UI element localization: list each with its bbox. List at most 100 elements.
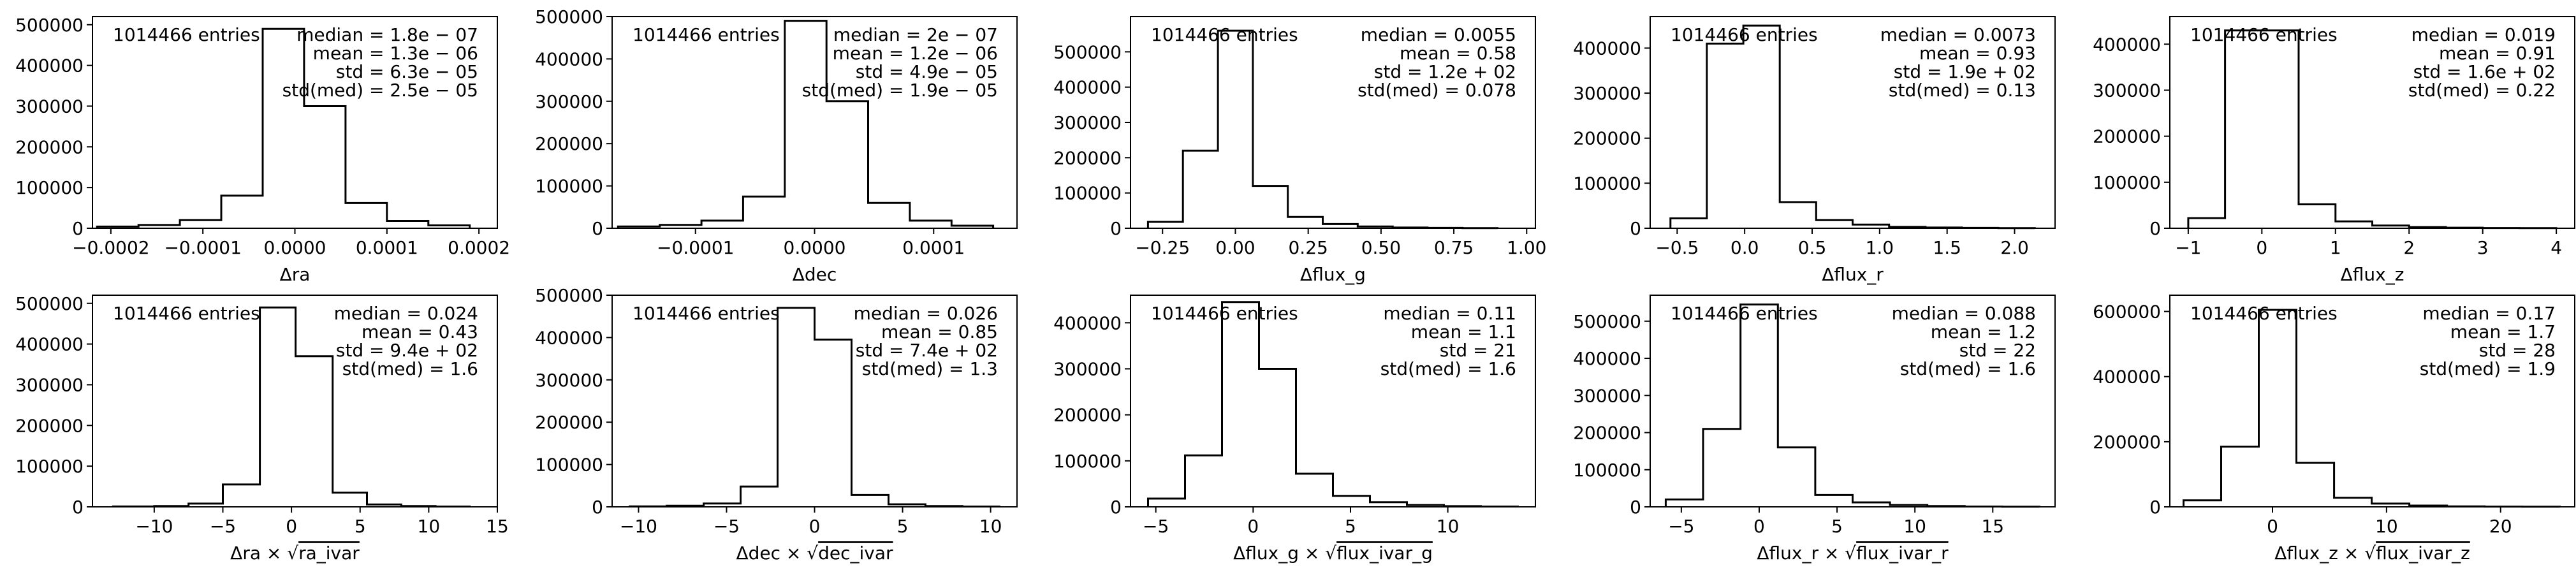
x-tick-label: −5 [1143,516,1169,537]
x-tick-label: 0 [286,516,297,537]
x-tick-label: 2 [2403,237,2415,258]
y-tick-label: 100000 [1573,173,1641,194]
stats-label: mean = 1.2e − 06 [833,43,998,64]
stats-label: median = 2e − 07 [833,24,998,45]
histogram-panel-10: 0 10 20 0 200000 400000 600000 Δflux_z × √flux_… [2093,295,2575,564]
histogram-step-line [1147,301,1519,507]
x-tick-label: −0.0002 [72,237,149,258]
stats-label: mean = 1.7 [2450,321,2556,342]
x-tick-label: 0 [2256,237,2267,258]
x-axis-label: Δflux_g × √flux_ivar_g [1233,543,1433,564]
stats-label: median = 0.088 [1892,303,2036,324]
entries-count-label: 1014466 entries [1151,24,1298,45]
stats-label: std(med) = 1.6 [342,358,478,379]
axes-frame [2169,16,2575,229]
stats-label: std(med) = 1.9 [2420,358,2556,379]
y-tick-label: 400000 [535,48,603,69]
x-tick-label: −5 [1668,516,1694,537]
y-tick-label: 200000 [1053,147,1122,168]
x-tick-label: −0.25 [1135,237,1190,258]
x-tick-label: −5 [210,516,236,537]
stats-label: median = 0.019 [2411,24,2556,45]
stats-label: mean = 0.85 [881,321,998,342]
x-tick-label: 0 [1753,516,1765,537]
y-tick-label: 300000 [1573,83,1641,104]
x-tick-label: −0.0001 [164,237,241,258]
x-tick-label: 10 [1437,516,1460,537]
x-tick-label: 3 [2477,237,2489,258]
stats-label: mean = 0.43 [362,321,478,342]
y-tick-label: 400000 [1053,77,1122,98]
x-tick-label: 5 [355,516,366,537]
y-tick-label: 0 [2149,497,2161,518]
y-tick-label: 400000 [15,334,84,355]
y-tick-label: 300000 [15,96,84,117]
y-tick-label: 400000 [1573,348,1641,369]
x-tick-label: 1.0 [1866,237,1894,258]
x-tick-label: 10 [2375,516,2398,537]
stats-label: std(med) = 0.22 [2408,80,2556,101]
axes-frame [1130,295,1536,507]
y-tick-label: 400000 [15,55,84,77]
x-tick-label: 0 [1247,516,1259,537]
x-tick-label: −0.5 [1655,237,1699,258]
x-tick-label: 15 [486,516,509,537]
axes-frame [1650,16,2056,229]
y-tick-label: 200000 [535,133,603,154]
y-tick-label: 400000 [2093,367,2161,388]
x-axis-label: Δflux_z × √flux_ivar_z [2274,543,2470,564]
stats-label: std(med) = 1.6 [1900,358,2036,379]
y-tick-label: 100000 [2093,172,2161,193]
x-tick-label: 1.5 [1933,237,1961,258]
stats-label: median = 0.11 [1383,303,1516,324]
stats-label: mean = 1.2 [1931,321,2036,342]
y-tick-label: 0 [1630,497,1641,518]
x-axis-label: Δra [280,264,311,285]
stats-label: std(med) = 1.9e − 05 [802,80,998,101]
stats-label: std = 1.6e + 02 [2413,61,2556,82]
y-tick-label: 0 [592,218,603,239]
y-tick-label: 100000 [535,176,603,197]
histogram-step-line [629,307,1000,507]
y-tick-label: 300000 [535,370,603,391]
x-tick-label: 0 [2267,516,2278,537]
y-tick-label: 500000 [15,293,84,314]
y-tick-label: 100000 [1053,451,1122,472]
y-tick-label: 0 [72,218,84,239]
stats-label: std = 28 [2479,340,2556,361]
y-tick-label: 200000 [15,415,84,436]
histogram-step-line [112,306,471,507]
y-tick-label: 200000 [15,136,84,157]
stats-label: std(med) = 1.6 [1380,358,1516,379]
histogram-step-line [96,27,471,228]
y-tick-label: 0 [72,497,84,518]
x-axis-label: Δflux_r [1822,264,1884,285]
y-tick-label: 0 [2149,218,2161,239]
y-tick-label: 300000 [535,91,603,112]
histogram-panel-2: −0.0001 0.0000 0.0001 0 100000 200000 300000 40… [535,6,1018,285]
entries-count-label: 1014466 entries [2190,24,2338,45]
y-tick-label: 0 [1110,497,1122,518]
axes-frame [2169,295,2575,507]
y-tick-label: 200000 [535,412,603,433]
histogram-panel-8: −5 0 5 10 0 100000 200000 300000 400000 Δflux_g ×… [1053,295,1536,564]
y-tick-label: 300000 [15,374,84,395]
stats-label: mean = 1.1 [1411,321,1516,342]
stats-label: std(med) = 0.13 [1889,80,2036,101]
y-tick-label: 100000 [1573,460,1641,481]
y-tick-label: 100000 [15,177,84,198]
x-tick-label: 1 [2330,237,2341,258]
x-tick-label: −10 [135,516,173,537]
y-tick-label: 400000 [2093,34,2161,55]
stats-label: median = 1.8e − 07 [296,24,478,45]
y-tick-label: 500000 [1573,311,1641,332]
y-tick-label: 400000 [1053,312,1122,333]
x-tick-label: 4 [2550,237,2562,258]
histogram-panel-1: −0.0002 −0.0001 0.0000 0.0001 0.0002 0 100000 2… [15,15,510,285]
y-tick-label: 500000 [15,15,84,36]
histogram-panel-7: −10 −5 0 5 10 0 100000 200000 300000 400000 500000… [535,285,1018,564]
x-axis-label: Δflux_r × √flux_ivar_r [1757,543,1949,564]
entries-count-label: 1014466 entries [2190,303,2338,324]
y-tick-label: 200000 [2093,432,2161,453]
